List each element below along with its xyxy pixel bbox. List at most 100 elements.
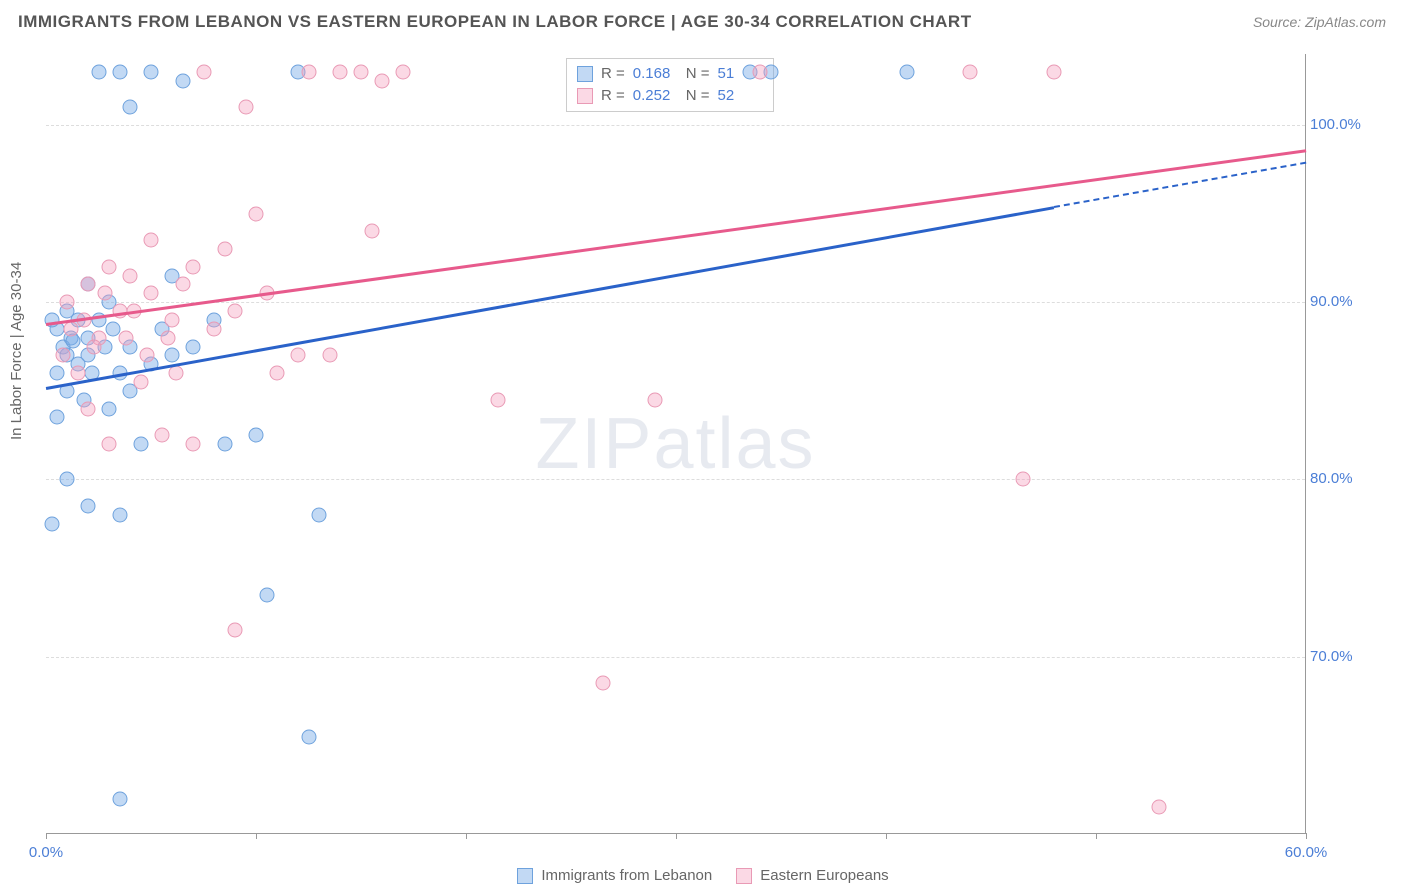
plot-area: ZIPatlas R =0.168N =51R =0.252N =52 70.0…	[46, 54, 1306, 834]
scatter-point	[648, 392, 663, 407]
scatter-point	[102, 259, 117, 274]
scatter-point	[175, 73, 190, 88]
x-tick-mark	[46, 833, 47, 839]
scatter-point	[144, 233, 159, 248]
y-tick-label: 80.0%	[1310, 470, 1380, 487]
scatter-point	[228, 623, 243, 638]
series-swatch	[577, 88, 593, 104]
bottom-legend: Immigrants from Lebanon Eastern Europeans	[0, 867, 1406, 884]
legend-item: Eastern Europeans	[736, 867, 888, 884]
scatter-point	[60, 295, 75, 310]
scatter-point	[81, 401, 96, 416]
scatter-point	[354, 64, 369, 79]
scatter-point	[97, 286, 112, 301]
stats-row: R =0.252N =52	[577, 85, 763, 107]
scatter-point	[1047, 64, 1062, 79]
stat-r-label: R =	[601, 85, 625, 107]
source-label: Source: ZipAtlas.com	[1253, 14, 1386, 30]
y-axis-label: In Labor Force | Age 30-34	[8, 262, 25, 440]
y-tick-label: 100.0%	[1310, 116, 1380, 133]
scatter-point	[312, 507, 327, 522]
scatter-point	[165, 312, 180, 327]
scatter-point	[123, 100, 138, 115]
scatter-point	[301, 729, 316, 744]
scatter-point	[249, 206, 264, 221]
x-tick-mark	[886, 833, 887, 839]
scatter-point	[70, 366, 85, 381]
legend-label: Immigrants from Lebanon	[541, 867, 712, 884]
watermark: ZIPatlas	[535, 403, 815, 485]
stat-n-label: N =	[686, 63, 710, 85]
scatter-point	[228, 304, 243, 319]
x-tick-label: 0.0%	[29, 844, 63, 861]
scatter-point	[169, 366, 184, 381]
correlation-stats-box: R =0.168N =51R =0.252N =52	[566, 58, 774, 112]
stat-n-label: N =	[686, 85, 710, 107]
scatter-point	[112, 791, 127, 806]
scatter-point	[322, 348, 337, 363]
scatter-point	[112, 507, 127, 522]
stats-row: R =0.168N =51	[577, 63, 763, 85]
scatter-point	[133, 437, 148, 452]
legend-label: Eastern Europeans	[760, 867, 888, 884]
scatter-point	[133, 374, 148, 389]
scatter-point	[291, 348, 306, 363]
scatter-point	[144, 64, 159, 79]
scatter-point	[396, 64, 411, 79]
scatter-point	[154, 428, 169, 443]
scatter-point	[753, 64, 768, 79]
scatter-point	[45, 516, 60, 531]
scatter-point	[364, 224, 379, 239]
scatter-point	[49, 366, 64, 381]
legend-swatch	[736, 868, 752, 884]
scatter-point	[118, 330, 133, 345]
gridline-h	[46, 125, 1305, 126]
scatter-point	[49, 410, 64, 425]
stat-r-value: 0.168	[633, 63, 678, 85]
scatter-point	[81, 277, 96, 292]
legend-item: Immigrants from Lebanon	[517, 867, 712, 884]
scatter-point	[139, 348, 154, 363]
scatter-point	[900, 64, 915, 79]
scatter-point	[207, 321, 222, 336]
scatter-point	[102, 401, 117, 416]
scatter-point	[102, 437, 117, 452]
scatter-point	[91, 64, 106, 79]
gridline-h	[46, 657, 1305, 658]
scatter-point	[87, 339, 102, 354]
gridline-h	[46, 479, 1305, 480]
scatter-point	[144, 286, 159, 301]
scatter-point	[186, 259, 201, 274]
x-tick-mark	[1096, 833, 1097, 839]
scatter-point	[963, 64, 978, 79]
y-tick-label: 70.0%	[1310, 648, 1380, 665]
scatter-point	[175, 277, 190, 292]
scatter-point	[270, 366, 285, 381]
y-tick-label: 90.0%	[1310, 293, 1380, 310]
x-tick-label: 60.0%	[1285, 844, 1328, 861]
scatter-point	[333, 64, 348, 79]
scatter-point	[301, 64, 316, 79]
scatter-point	[217, 242, 232, 257]
x-tick-mark	[256, 833, 257, 839]
scatter-point	[1015, 472, 1030, 487]
scatter-point	[259, 587, 274, 602]
scatter-point	[81, 499, 96, 514]
scatter-point	[165, 348, 180, 363]
scatter-point	[595, 676, 610, 691]
x-tick-mark	[676, 833, 677, 839]
scatter-point	[55, 348, 70, 363]
trend-line	[46, 150, 1306, 326]
scatter-point	[196, 64, 211, 79]
scatter-point	[160, 330, 175, 345]
scatter-point	[217, 437, 232, 452]
scatter-point	[186, 339, 201, 354]
scatter-point	[490, 392, 505, 407]
x-tick-mark	[1306, 833, 1307, 839]
scatter-point	[186, 437, 201, 452]
chart-title: IMMIGRANTS FROM LEBANON VS EASTERN EUROP…	[18, 12, 972, 32]
scatter-point	[375, 73, 390, 88]
stat-r-value: 0.252	[633, 85, 678, 107]
legend-swatch	[517, 868, 533, 884]
trend-line	[46, 206, 1054, 389]
